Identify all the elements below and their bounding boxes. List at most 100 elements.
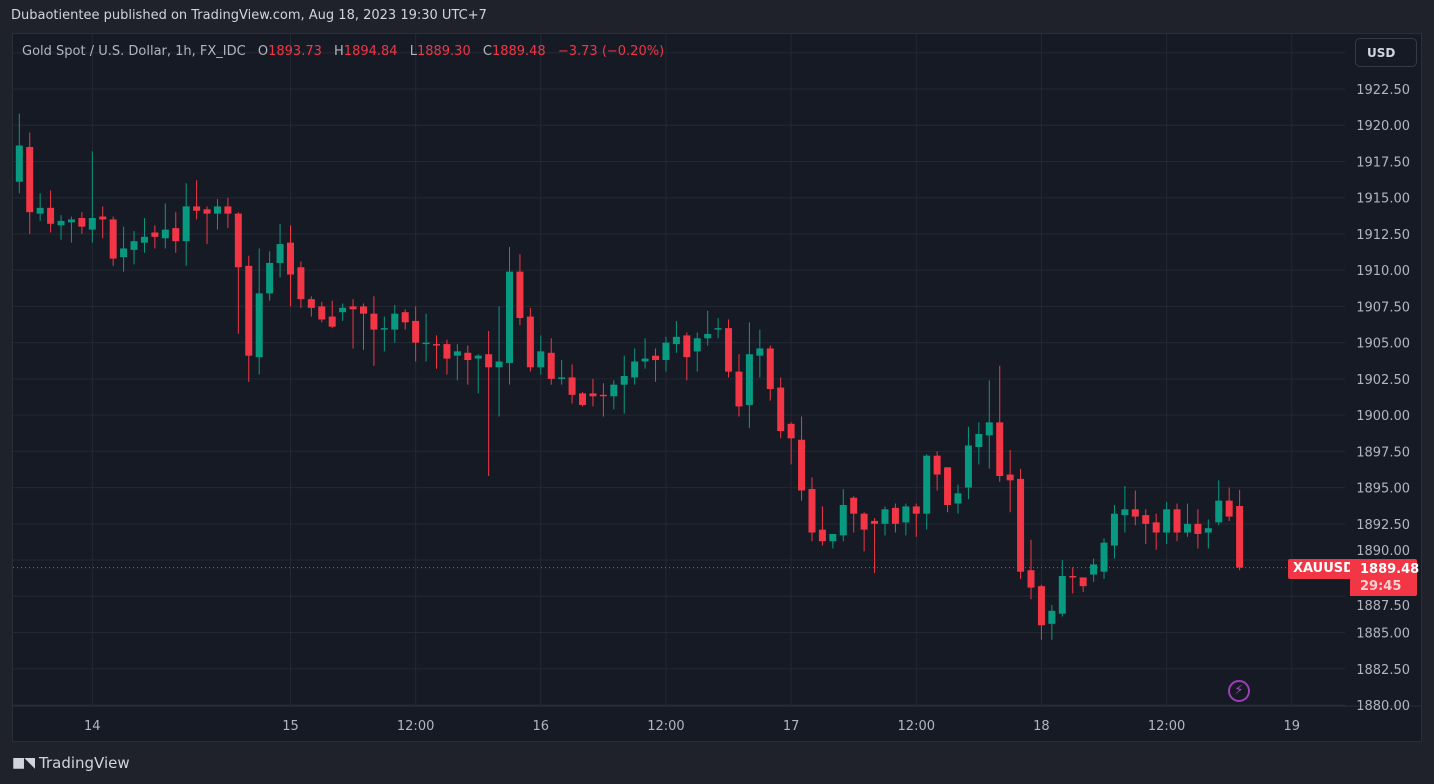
candle [537,335,545,375]
candle-body [78,217,86,227]
candle-body [829,533,837,542]
candle [985,380,993,469]
candle [672,320,680,353]
candle-body [818,529,826,542]
candle [891,503,899,533]
candle-body [964,445,972,488]
candle-body [401,312,409,323]
candle [401,309,409,330]
price-tick-label: 1907.50 [1356,300,1410,315]
price-axis: 1922.50 1920.00 1917.50 1915.00 1912.50 1910.… [1356,83,1410,714]
candle-body [954,493,962,504]
candle [130,231,138,265]
candle-body [1027,570,1035,588]
candle-body [307,299,315,308]
candle [1142,509,1150,545]
candle [808,477,816,542]
candle [787,422,795,465]
candle-body [224,206,232,214]
candle-body [1173,509,1181,533]
candle-body [99,216,107,220]
candle-body [933,455,941,475]
price-tick-label: 1887.50 [1356,599,1410,614]
candle [1037,584,1045,640]
candle [1236,489,1244,571]
candle [1027,539,1035,600]
candle [99,206,107,239]
candle [745,322,753,429]
candle [1121,486,1129,533]
open-value: 1893.73 [268,44,322,59]
candle-body [881,509,889,524]
candle-body [1183,523,1191,533]
currency-button[interactable]: USD [1355,38,1417,67]
close-value: 1889.48 [491,44,546,59]
candle-body [1163,509,1171,533]
candle-body [1152,522,1160,533]
candle [203,206,211,245]
candle [495,306,503,417]
candle [506,246,514,385]
candle-body [130,241,138,250]
candle-body [985,422,993,436]
candle-body [297,267,305,300]
candle-body [902,506,910,523]
candle-body [944,467,952,505]
price-tick-label: 1920.00 [1356,119,1410,134]
candle [453,344,461,381]
candle [620,355,628,414]
candle-body [912,506,920,514]
candle [1017,468,1025,579]
candle-body [745,354,753,405]
candle [391,304,399,343]
candle [1152,513,1160,550]
candle-body [516,271,524,319]
grid [13,34,1421,707]
candle-body [798,439,806,491]
time-tick-label: 15 [282,719,299,734]
candle [1183,503,1191,537]
price-tick-label: 1885.00 [1356,627,1410,642]
candle-body [255,293,263,358]
symbol-description: Gold Spot / U.S. Dollar, 1h, FX_IDC [22,44,246,59]
candle [297,261,305,308]
logo-text: TradingView [39,754,130,772]
candle-body [370,313,378,330]
candle-body [1048,610,1056,624]
candle [610,380,618,410]
candle-body [433,344,440,346]
price-tick-label: 1910.00 [1356,264,1410,279]
candle [266,251,274,301]
candle-body [380,328,388,330]
candle-body [725,328,733,372]
candle [88,151,96,243]
candle-body [151,232,159,237]
candle [568,364,576,404]
candle-body [203,209,211,214]
lightning-icon[interactable]: ⚡︎ [1228,680,1250,702]
candle [589,378,597,407]
candle [1163,502,1171,545]
time-tick-label: 12:00 [898,719,935,734]
candle-body [975,433,983,448]
candle [923,454,931,530]
candle [255,248,263,375]
candle-body [1017,478,1025,572]
candle-body [1069,575,1077,578]
candle-body [839,504,847,536]
candle [641,338,649,369]
candle [474,354,482,394]
candle [526,307,534,372]
candle-body [276,244,284,263]
candle [912,503,920,537]
candle [777,377,785,439]
chart-frame[interactable] [12,33,1422,742]
tradingview-logo[interactable]: ■◥ TradingView [12,754,130,772]
candle [1048,604,1056,640]
candle [860,512,868,552]
candle [1225,487,1233,521]
candle-body [1121,509,1129,516]
candle [36,193,44,221]
candle-body [474,355,482,359]
